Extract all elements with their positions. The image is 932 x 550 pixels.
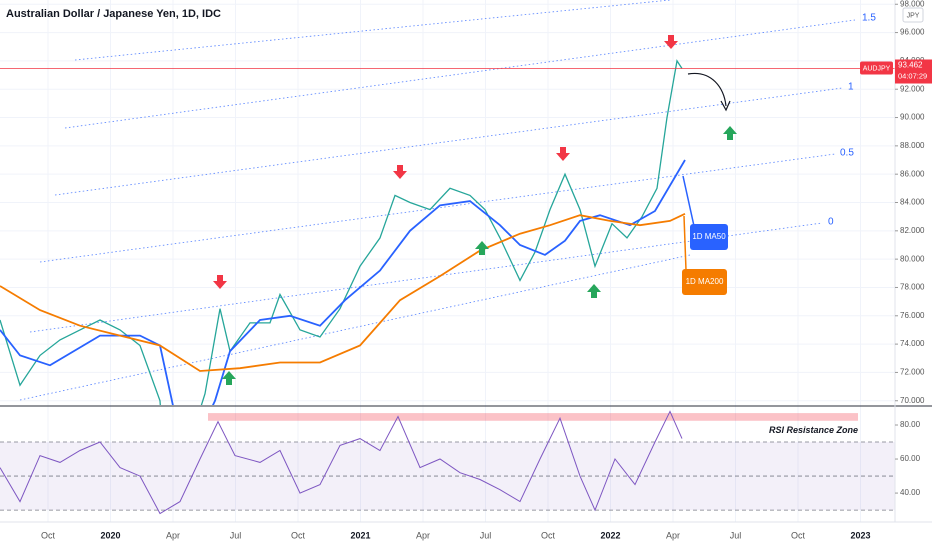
- y-tick-label: 72.000: [900, 368, 925, 377]
- x-tick-label: Oct: [791, 530, 806, 540]
- y-tick-label: 90.000: [900, 113, 925, 122]
- currency-label: JPY: [907, 12, 920, 19]
- zone-label: RSI Resistance Zone: [769, 425, 858, 435]
- symbol-box: [860, 61, 893, 75]
- x-tick-label: Apr: [416, 530, 430, 540]
- y-tick-label: 84.000: [900, 198, 925, 207]
- ma200-box: [682, 269, 727, 295]
- x-tick-label: Apr: [666, 530, 680, 540]
- x-tick-label: Jul: [480, 530, 492, 540]
- x-tick-label: Oct: [291, 530, 306, 540]
- series-line: [0, 159, 686, 405]
- x-tick-label: Oct: [41, 530, 56, 540]
- series-line: [0, 410, 683, 515]
- countdown-label: 04:07:29: [898, 71, 927, 80]
- ma200-pointer: [683, 215, 687, 271]
- green-arrow: [222, 371, 236, 385]
- y-tick-label: 60.00: [900, 454, 921, 463]
- y-tick-label: 80.00: [900, 420, 921, 429]
- green-arrow: [587, 284, 601, 298]
- channel-label: 1.5: [862, 13, 876, 24]
- green-arrow: [475, 241, 489, 255]
- x-tick-label: Apr: [166, 530, 180, 540]
- y-tick-label: 80.000: [900, 254, 925, 263]
- projection-arrow: [687, 72, 727, 107]
- x-tick-label: Oct: [541, 530, 556, 540]
- y-tick-label: 76.000: [900, 311, 925, 320]
- y-tick-label: 78.000: [900, 283, 925, 292]
- ma50-box: [690, 224, 728, 250]
- y-tick-label: 70.000: [900, 396, 925, 405]
- y-tick-label: 96.000: [900, 28, 925, 37]
- symbol-label: AUDJPY: [863, 65, 891, 72]
- projection-arrow-head: [720, 100, 731, 112]
- series-lines: [0, 59, 895, 515]
- y-tick-label: 74.000: [900, 339, 925, 348]
- y-tick-label: 92.000: [900, 84, 925, 93]
- x-tick-label: 2022: [600, 530, 620, 540]
- rsi-background: [0, 413, 895, 511]
- y-tick-label: 88.000: [900, 141, 925, 150]
- y-tick-label: 86.000: [900, 169, 925, 178]
- channel-label: 0: [828, 217, 834, 228]
- red-arrow: [664, 35, 678, 49]
- red-arrow: [556, 147, 570, 161]
- y-tick-label: 98.000: [900, 0, 925, 8]
- channel-line: [54, 87, 843, 196]
- channel-label: 1: [848, 82, 854, 93]
- ma200-label: 1D MA200: [686, 277, 724, 286]
- price-label: 93.462: [898, 61, 923, 70]
- grid: [0, 0, 895, 522]
- x-tick-label: 2023: [850, 530, 870, 540]
- red-arrow: [393, 165, 407, 179]
- series-line: [0, 212, 686, 372]
- x-tick-label: 2021: [350, 530, 370, 540]
- price-box: [895, 59, 932, 84]
- currency-box: [902, 7, 924, 23]
- x-tick-label: Jul: [730, 530, 742, 540]
- red-arrow: [213, 275, 227, 289]
- green-arrow: [723, 126, 737, 140]
- series-line: [0, 59, 683, 405]
- y-tick-label: 82.000: [900, 226, 925, 235]
- rsi-resistance-zone: [208, 413, 858, 421]
- x-tick-label: Jul: [230, 530, 242, 540]
- channel-line: [64, 19, 856, 129]
- chart-title: Australian Dollar / Japanese Yen, 1D, ID…: [6, 8, 221, 20]
- axes: Oct 2020 Apr Jul Oct 2021 Apr Jul Oct 2022 Apr Jul O…: [41, 0, 932, 540]
- channel-label: 0.5: [840, 148, 854, 159]
- ma50-pointer: [682, 175, 695, 227]
- x-tick-label: 2020: [100, 530, 120, 540]
- channel-line: [29, 222, 823, 333]
- y-tick-label: 40.00: [900, 488, 921, 497]
- signal-arrows: [213, 35, 737, 385]
- ma50-label: 1D MA50: [692, 232, 726, 241]
